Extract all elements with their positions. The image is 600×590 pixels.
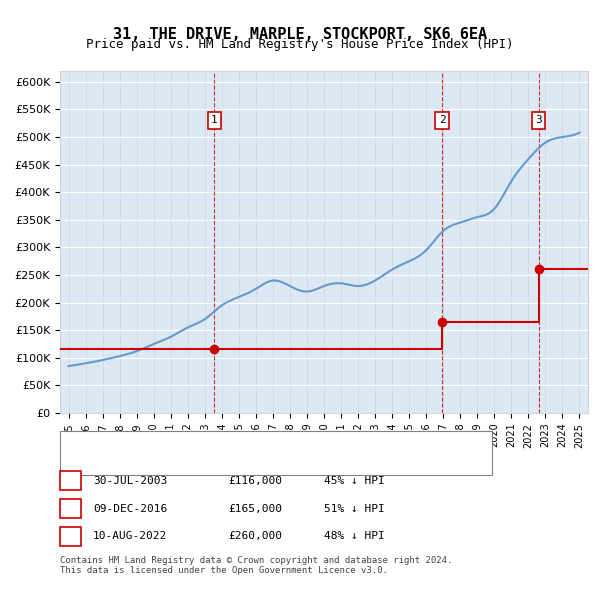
Text: 31, THE DRIVE, MARPLE, STOCKPORT, SK6 6EA: 31, THE DRIVE, MARPLE, STOCKPORT, SK6 6E… [113,27,487,41]
Text: 3: 3 [535,116,542,126]
Text: 10-AUG-2022: 10-AUG-2022 [93,532,167,541]
Text: 31, THE DRIVE, MARPLE, STOCKPORT, SK6 6EA (detached house): 31, THE DRIVE, MARPLE, STOCKPORT, SK6 6E… [108,438,470,448]
Text: £260,000: £260,000 [228,532,282,541]
Text: 09-DEC-2016: 09-DEC-2016 [93,504,167,513]
Text: HPI: Average price, detached house, Stockport: HPI: Average price, detached house, Stoc… [108,459,389,469]
Text: Price paid vs. HM Land Registry's House Price Index (HPI): Price paid vs. HM Land Registry's House … [86,38,514,51]
Text: 30-JUL-2003: 30-JUL-2003 [93,476,167,486]
Text: 2: 2 [439,116,445,126]
Text: Contains HM Land Registry data © Crown copyright and database right 2024.
This d: Contains HM Land Registry data © Crown c… [60,556,452,575]
Text: 1: 1 [211,116,218,126]
Text: 51% ↓ HPI: 51% ↓ HPI [324,504,385,513]
Text: 48% ↓ HPI: 48% ↓ HPI [324,532,385,541]
Text: 45% ↓ HPI: 45% ↓ HPI [324,476,385,486]
Text: 2: 2 [67,504,74,513]
Text: £165,000: £165,000 [228,504,282,513]
Text: 1: 1 [67,476,74,486]
Text: 3: 3 [67,532,74,541]
Text: £116,000: £116,000 [228,476,282,486]
